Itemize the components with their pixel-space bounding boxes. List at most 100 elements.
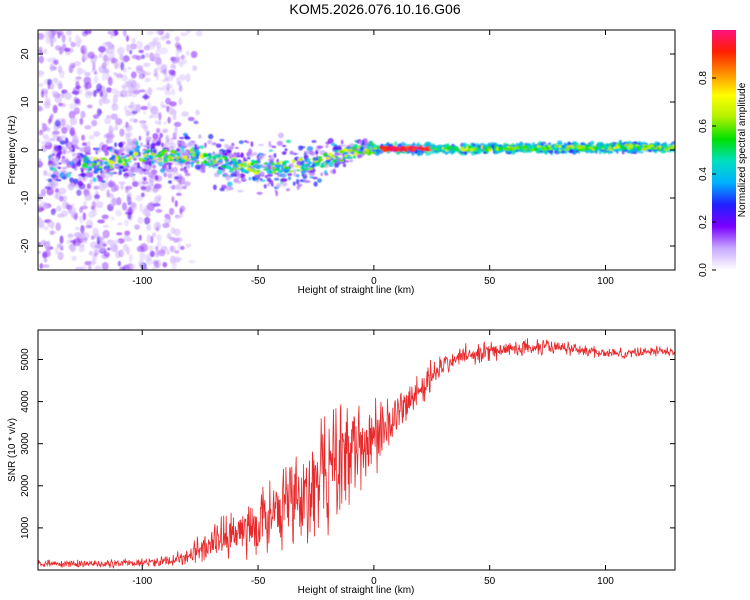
spectrogram-cell xyxy=(140,105,149,111)
spectrogram-cell xyxy=(168,69,175,75)
spectrogram-cell xyxy=(179,136,185,140)
spectrogram-cell xyxy=(183,169,189,174)
spectrogram-cell xyxy=(61,155,66,160)
spectrogram-cell xyxy=(211,142,217,146)
spectrogram-cell xyxy=(133,138,138,142)
spectrogram-cell xyxy=(169,158,174,162)
spectrogram-cell xyxy=(184,134,189,140)
spectrogram-cell xyxy=(55,45,62,51)
spectrogram-cell xyxy=(43,226,49,231)
spectrogram-cell xyxy=(146,165,150,170)
spectrogram-cell xyxy=(234,161,238,165)
spectrogram-cell xyxy=(54,96,63,104)
spectrogram-cell xyxy=(576,146,583,149)
spectrogram-cell xyxy=(219,151,223,154)
spectrogram-cell xyxy=(179,74,187,81)
spectrogram-cell xyxy=(156,241,162,247)
spectrogram-cell xyxy=(38,250,41,254)
spectrogram-ytick-label: 10 xyxy=(20,96,31,108)
spectrogram-cell xyxy=(243,159,248,162)
spectrogram-cell xyxy=(74,76,81,83)
spectrogram-cell xyxy=(68,243,76,250)
spectrogram-cell xyxy=(198,134,202,140)
spectrogram-cell xyxy=(632,149,639,152)
spectrogram-cell xyxy=(128,192,132,198)
spectrogram-cell xyxy=(125,267,131,270)
spectrogram-cell xyxy=(163,121,168,125)
spectrogram-cell xyxy=(158,153,163,158)
spectrogram-cell xyxy=(88,161,93,164)
spectrogram-cell xyxy=(51,153,56,157)
spectrogram-cell xyxy=(330,142,336,147)
spectrogram-cell xyxy=(533,147,538,151)
spectrogram-cell xyxy=(165,32,170,40)
spectrogram-cell xyxy=(124,219,129,227)
spectrogram-cell xyxy=(207,163,211,166)
spectrogram-cell xyxy=(117,164,121,170)
spectrogram-cell xyxy=(143,62,151,68)
spectrogram-cell xyxy=(159,157,165,160)
spectrogram-cell xyxy=(132,151,139,156)
spectrogram-cell xyxy=(296,160,301,167)
spectrogram-cell xyxy=(84,72,91,77)
spectrogram-cell xyxy=(253,171,259,175)
spectrogram-cell xyxy=(154,183,162,189)
spectrogram-cell xyxy=(154,120,162,125)
spectrogram-cell xyxy=(128,253,133,262)
spectrogram-cell xyxy=(167,162,173,165)
spectrogram-cell xyxy=(58,102,63,107)
spectrogram-cell xyxy=(156,127,161,134)
spectrogram-ylabel: Frequency (Hz) xyxy=(7,116,18,185)
spectrogram-cell xyxy=(149,250,155,257)
spectrogram-cell xyxy=(659,145,662,149)
spectrogram-cell xyxy=(106,131,114,141)
spectrogram-cell xyxy=(166,249,170,255)
spectrogram-cell xyxy=(93,131,101,137)
spectrogram-cell xyxy=(303,179,309,183)
spectrogram-cell xyxy=(301,160,305,163)
spectrogram-cell xyxy=(210,164,216,168)
spectrogram-cell xyxy=(430,143,435,146)
spectrogram-cell xyxy=(174,42,181,49)
spectrogram-cell xyxy=(98,53,103,59)
spectrogram-cell xyxy=(298,145,304,151)
spectrogram-cell xyxy=(73,61,81,67)
spectrogram-cell xyxy=(105,165,111,169)
spectrogram-cell xyxy=(264,166,268,171)
spectrogram-cell xyxy=(101,62,107,69)
spectrogram-xtick-label: 50 xyxy=(484,276,496,287)
spectrogram-cell xyxy=(174,176,179,180)
spectrogram-cell xyxy=(119,128,125,137)
spectrogram-cell xyxy=(94,194,100,199)
spectrogram-cell xyxy=(480,145,484,150)
spectrogram-cell xyxy=(176,142,182,145)
colorbar-tick-label: 0.4 xyxy=(698,167,709,181)
spectrogram-cell xyxy=(174,162,179,167)
spectrogram-cell xyxy=(132,173,136,176)
spectrogram-cell xyxy=(97,219,105,224)
spectrogram-cell xyxy=(111,58,118,63)
spectrogram-cell xyxy=(85,91,94,96)
spectrogram-cell xyxy=(52,208,57,213)
spectrogram-cell xyxy=(385,145,392,150)
spectrogram-cell xyxy=(122,169,126,172)
spectrogram-cell xyxy=(293,152,297,156)
spectrogram-cell xyxy=(263,184,267,189)
spectrogram-cell xyxy=(72,148,75,152)
spectrogram-cell xyxy=(194,143,198,150)
spectrogram-cell xyxy=(94,71,98,75)
spectrogram-cell xyxy=(185,50,190,56)
spectrogram-cell xyxy=(107,51,115,59)
spectrogram-cell xyxy=(171,137,178,140)
spectrogram-cell xyxy=(473,147,477,152)
spectrogram-cell xyxy=(243,161,247,164)
colorbar-tick-label: 0.6 xyxy=(698,119,709,133)
spectrogram-cell xyxy=(221,164,227,167)
spectrogram-cell xyxy=(106,114,111,119)
spectrogram-cell xyxy=(405,145,410,149)
spectrogram-cell xyxy=(135,41,143,50)
spectrogram-cell xyxy=(113,71,117,76)
spectrogram-cell xyxy=(40,201,44,206)
spectrogram-cell xyxy=(484,146,488,150)
spectrogram-cell xyxy=(174,256,181,263)
